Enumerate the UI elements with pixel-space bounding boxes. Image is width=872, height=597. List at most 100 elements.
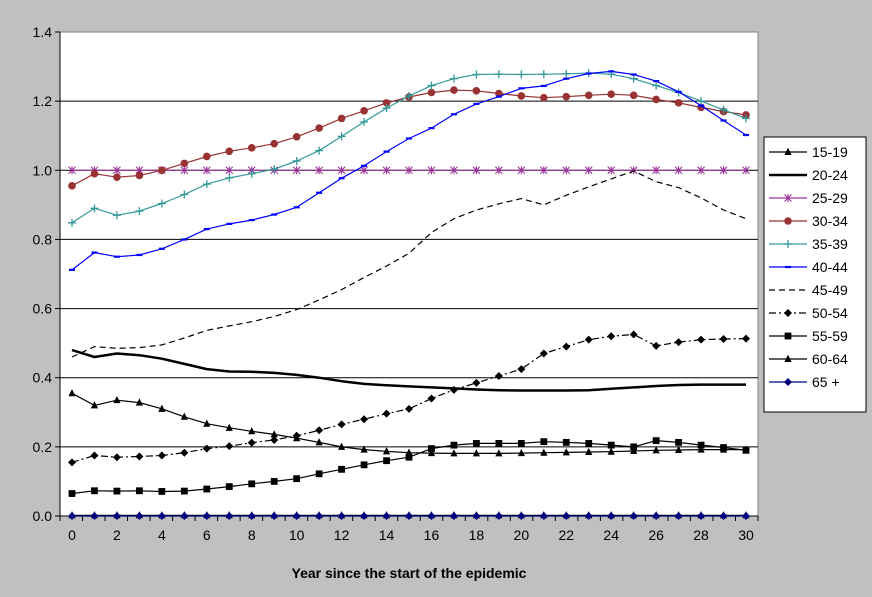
data-point — [540, 93, 548, 102]
data-point — [157, 512, 166, 520]
legend-swatch-marker — [784, 240, 792, 248]
data-point — [270, 478, 278, 485]
data-point — [517, 512, 526, 520]
data-point — [517, 92, 526, 100]
legend-label: 35-39 — [812, 236, 848, 252]
data-point — [562, 438, 570, 446]
data-point — [562, 92, 571, 101]
legend-item: 15-19 — [769, 144, 848, 160]
data-point — [450, 166, 458, 175]
data-point — [382, 104, 391, 113]
data-point — [112, 512, 121, 520]
data-point — [202, 444, 211, 453]
data-point — [405, 512, 413, 520]
legend-box — [763, 136, 867, 413]
data-point — [405, 91, 413, 100]
data-point — [585, 447, 593, 456]
y-tick-label: 0.4 — [33, 370, 53, 386]
series-line — [71, 348, 746, 392]
data-point — [270, 435, 279, 444]
data-point — [472, 378, 481, 387]
data-point — [494, 166, 503, 175]
data-point — [562, 342, 571, 351]
data-point — [495, 440, 503, 447]
data-point — [539, 166, 548, 175]
data-point — [427, 88, 436, 97]
data-point — [292, 132, 301, 141]
series-60-64 — [68, 389, 750, 457]
data-point — [562, 69, 571, 78]
data-point — [315, 146, 324, 155]
data-point — [742, 166, 750, 175]
data-point — [562, 512, 571, 520]
data-point — [629, 74, 638, 83]
data-point — [630, 446, 638, 455]
data-point — [674, 166, 683, 175]
data-point — [293, 434, 301, 442]
data-point — [158, 488, 166, 495]
data-point — [405, 166, 413, 175]
data-point — [135, 207, 144, 216]
data-point — [449, 512, 458, 520]
data-point — [68, 218, 76, 227]
x-tick-label: 18 — [469, 527, 485, 543]
data-point — [247, 169, 256, 178]
data-point — [292, 156, 301, 165]
data-point — [180, 512, 189, 520]
x-tick-label: 8 — [248, 527, 256, 543]
data-point — [428, 445, 435, 452]
x-tick-label: 16 — [424, 527, 440, 543]
data-point — [360, 512, 369, 520]
data-point — [450, 449, 458, 457]
data-point — [697, 335, 706, 344]
data-point — [427, 81, 436, 90]
legend-label: 30-34 — [812, 213, 848, 229]
x-tick-label: 24 — [603, 527, 619, 543]
y-tick-label: 0.2 — [33, 439, 53, 455]
data-point — [247, 144, 256, 152]
data-point — [742, 334, 750, 343]
data-point — [91, 487, 98, 495]
data-point — [135, 398, 143, 406]
data-point — [158, 166, 166, 175]
data-point — [68, 490, 76, 497]
legend-swatch-marker — [784, 217, 792, 225]
data-point — [472, 512, 481, 520]
y-tick-label: 1.4 — [33, 24, 53, 40]
data-point — [584, 335, 593, 344]
legend-label: 40-44 — [812, 259, 848, 275]
x-tick-label: 14 — [379, 527, 395, 543]
data-point — [629, 166, 638, 175]
data-point — [562, 448, 570, 456]
legend-swatch-marker — [784, 147, 792, 155]
legend-swatch-marker — [784, 378, 792, 386]
data-point — [113, 487, 121, 495]
series-40-44 — [69, 70, 749, 271]
x-tick-label: 0 — [68, 527, 76, 543]
data-point — [652, 81, 661, 90]
legend-label: 20-24 — [812, 167, 848, 183]
data-point — [607, 332, 616, 341]
data-point — [652, 512, 661, 520]
data-point — [180, 159, 189, 168]
data-point — [315, 438, 323, 446]
data-point — [247, 512, 256, 520]
legend-item: 35-39 — [769, 236, 848, 252]
data-point — [180, 487, 188, 495]
data-point — [697, 97, 706, 106]
data-point — [405, 404, 413, 413]
series-line — [71, 170, 747, 358]
data-point — [337, 512, 346, 520]
data-point — [68, 182, 76, 190]
data-point — [382, 166, 391, 175]
legend-swatch-marker — [784, 332, 792, 340]
data-point — [270, 512, 279, 520]
data-point — [517, 448, 525, 457]
data-point — [90, 169, 99, 178]
data-point — [68, 458, 76, 467]
legend-label: 25-29 — [812, 190, 848, 206]
data-point — [135, 171, 144, 180]
legend-item: 30-34 — [769, 213, 848, 229]
